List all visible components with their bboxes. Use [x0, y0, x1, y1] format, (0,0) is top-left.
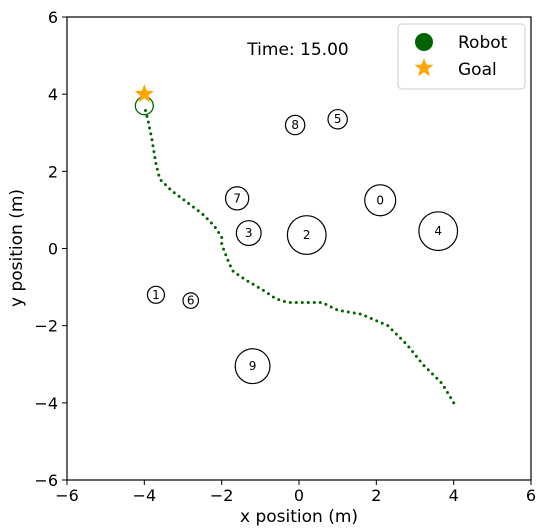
human-circle: [327, 108, 348, 130]
human-label: 1: [152, 288, 160, 302]
human-label: 8: [291, 118, 299, 132]
human-circle: [286, 215, 327, 255]
human-circle: [235, 220, 262, 247]
human-0: 0: [364, 184, 397, 217]
trajectory-layer: [142, 104, 456, 405]
y-axis-label: y position (m): [7, 189, 27, 307]
x-tick-label: −6: [55, 486, 79, 505]
legend-robot-label: Robot: [458, 33, 508, 53]
x-tick-label: 0: [294, 486, 304, 505]
human-3: 3: [235, 220, 262, 247]
human-label: 3: [245, 226, 253, 240]
human-circle: [182, 292, 200, 309]
time-annotation: Time: 15.00: [246, 40, 348, 60]
y-tick-label: −2: [34, 317, 58, 336]
y-tick-label: 6: [48, 8, 58, 27]
y-tick-label: 0: [48, 240, 58, 259]
human-circle: [364, 184, 397, 217]
human-label: 7: [233, 191, 241, 205]
human-label: 2: [303, 228, 311, 242]
human-circle: [224, 186, 250, 211]
robot-marker: [134, 96, 154, 116]
human-label: 0: [376, 193, 384, 207]
x-tick-label: 2: [371, 486, 381, 505]
legend: Robot Goal: [397, 23, 526, 90]
x-tick-label: −2: [210, 486, 234, 505]
robot-trajectory: [142, 104, 456, 405]
x-tick-label: 6: [526, 486, 536, 505]
human-circle: [146, 285, 166, 304]
robot-layer: [134, 84, 154, 116]
human-circle: [234, 348, 271, 385]
y-axis-ticks: −6 −4 −2 0 2 4 6: [34, 8, 67, 490]
human-label: 4: [434, 224, 442, 238]
human-2: 2: [286, 215, 327, 255]
human-9: 9: [234, 348, 271, 385]
human-8: 8: [284, 114, 306, 136]
y-tick-label: −4: [34, 394, 58, 413]
legend-goal-label: Goal: [458, 60, 497, 80]
human-circle: [418, 211, 459, 252]
human-label: 5: [334, 112, 342, 126]
human-label: 9: [249, 359, 257, 373]
human-4: 4: [418, 211, 459, 252]
x-axis-label: x position (m): [240, 507, 358, 527]
human-label: 6: [187, 294, 195, 308]
human-5: 5: [327, 108, 348, 130]
y-tick-label: 2: [48, 162, 58, 181]
human-circle: [284, 114, 306, 136]
legend-robot-marker: [415, 33, 433, 51]
humans-layer: 0 1 2 3 4 5 6 7 8 9: [146, 108, 459, 385]
human-6: 6: [182, 292, 200, 309]
y-tick-label: −6: [34, 471, 58, 490]
legend-goal-marker: [414, 58, 434, 77]
human-1: 1: [146, 285, 166, 304]
x-tick-label: 4: [449, 486, 459, 505]
y-tick-label: 4: [48, 85, 58, 104]
x-tick-label: −4: [133, 486, 157, 505]
x-axis-ticks: −6 −4 −2 0 2 4 6: [55, 480, 536, 505]
goal-marker: [134, 84, 154, 103]
human-7: 7: [224, 186, 250, 211]
